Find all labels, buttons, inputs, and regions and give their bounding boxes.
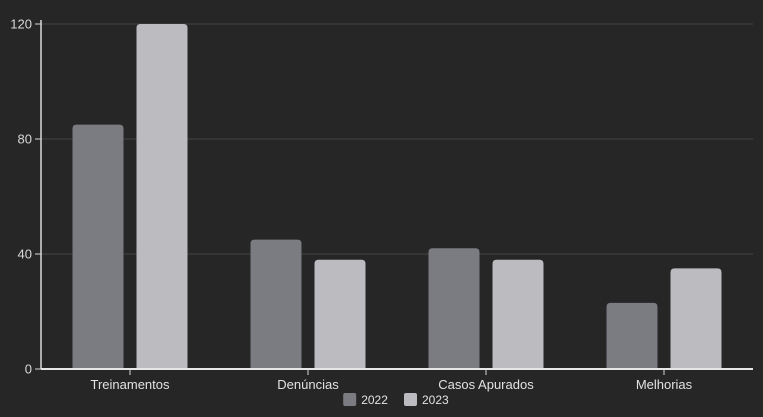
bars <box>72 24 722 369</box>
bar-treinamentos-2023 <box>136 24 188 369</box>
y-tick-label: 80 <box>18 132 32 147</box>
legend-swatch-2023 <box>404 393 417 406</box>
y-tick-label: 120 <box>10 17 32 32</box>
x-tick-label: Melhorias <box>636 377 693 392</box>
x-axis-ticks: Treinamentos Denúncias Casos Apurados Melho… <box>91 369 693 392</box>
bar-denúncias-2023 <box>314 259 366 369</box>
x-tick-label: Treinamentos <box>91 377 170 392</box>
y-tick-label: 40 <box>18 247 32 262</box>
bar-melhorias-2022 <box>606 302 658 369</box>
bar-casos-apurados-2022 <box>428 248 480 369</box>
y-tick-label: 0 <box>25 362 32 377</box>
bar-denúncias-2022 <box>250 239 302 369</box>
bar-casos-apurados-2023 <box>492 259 544 369</box>
y-axis-ticks: 0 40 80 120 <box>10 17 41 377</box>
bar-treinamentos-2022 <box>72 124 124 369</box>
bar-melhorias-2023 <box>670 268 722 369</box>
legend-swatch-2022 <box>343 393 357 406</box>
x-tick-label: Casos Apurados <box>438 377 534 392</box>
legend-label-2022: 2022 <box>361 393 388 407</box>
legend: 2022 2023 <box>343 393 449 407</box>
x-tick-label: Denúncias <box>277 377 339 392</box>
legend-label-2023: 2023 <box>422 393 449 407</box>
